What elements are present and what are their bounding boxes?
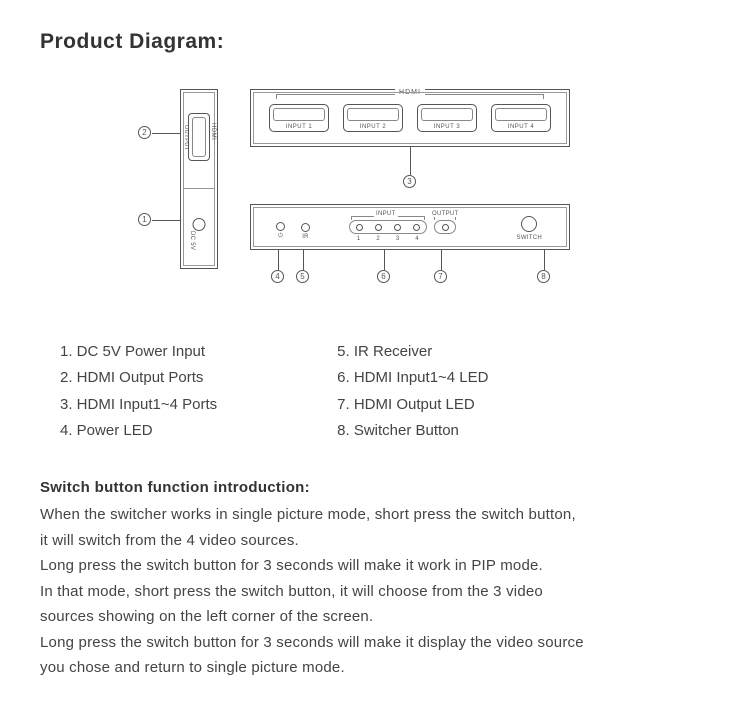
dc-jack-icon [193, 218, 206, 231]
function-description: When the switcher works in single pictur… [40, 502, 711, 681]
output-led-icon [442, 224, 449, 231]
product-diagram: HDMI OUTPUT DC 5V 2 1 HDMI INPUT 1 INPUT… [140, 89, 711, 319]
hdmi-input-port-icon: INPUT 3 [417, 104, 477, 132]
input-led-icon [356, 224, 363, 231]
legend: 1. DC 5V Power Input 2. HDMI Output Port… [60, 339, 711, 444]
callout-7: 7 [434, 270, 447, 283]
legend-item: 8. Switcher Button [337, 418, 488, 444]
callout-5: 5 [296, 270, 309, 283]
legend-item: 6. HDMI Input1~4 LED [337, 365, 488, 391]
hdmi-input-port-icon: INPUT 4 [491, 104, 551, 132]
hdmi-input-port-icon: INPUT 1 [269, 104, 329, 132]
legend-right-column: 5. IR Receiver 6. HDMI Input1~4 LED 7. H… [337, 339, 488, 444]
callout-3: 3 [403, 175, 416, 188]
hdmi-input-port-icon: INPUT 2 [343, 104, 403, 132]
ir-receiver-icon [301, 223, 310, 232]
output-group-label: OUTPUT [431, 211, 459, 217]
input-led-icon [394, 224, 401, 231]
function-heading: Switch button function introduction: [40, 479, 711, 496]
callout-6: 6 [377, 270, 390, 283]
switch-label: SWITCH [517, 235, 542, 241]
hdmi-output-port-icon [188, 113, 210, 161]
legend-item: 4. Power LED [60, 418, 217, 444]
side-dc-label: DC 5V [189, 231, 195, 250]
input-group-label: INPUT [374, 211, 398, 217]
ir-label: IR [302, 234, 309, 240]
legend-item: 3. HDMI Input1~4 Ports [60, 392, 217, 418]
input-led-icon [375, 224, 382, 231]
callout-8: 8 [537, 270, 550, 283]
device-front-view: ⏻ IR INPUT 1 2 3 4 [250, 204, 570, 250]
side-hdmi-label: HDMI [210, 123, 216, 140]
device-back-view: HDMI INPUT 1 INPUT 2 INPUT 3 INPUT 4 [250, 89, 570, 147]
input-led-icon [413, 224, 420, 231]
callout-4: 4 [271, 270, 284, 283]
callout-1: 1 [138, 213, 151, 226]
legend-item: 7. HDMI Output LED [337, 392, 488, 418]
legend-item: 1. DC 5V Power Input [60, 339, 217, 365]
side-output-label: OUTPUT [183, 125, 189, 151]
power-icon-label: ⏻ [278, 233, 283, 240]
legend-left-column: 1. DC 5V Power Input 2. HDMI Output Port… [60, 339, 217, 444]
side-panel: HDMI OUTPUT DC 5V [180, 89, 218, 269]
callout-2: 2 [138, 126, 151, 139]
switch-button-icon [521, 216, 537, 232]
legend-item: 2. HDMI Output Ports [60, 365, 217, 391]
power-led-icon [276, 222, 285, 231]
page-title: Product Diagram: [40, 30, 711, 54]
legend-item: 5. IR Receiver [337, 339, 488, 365]
